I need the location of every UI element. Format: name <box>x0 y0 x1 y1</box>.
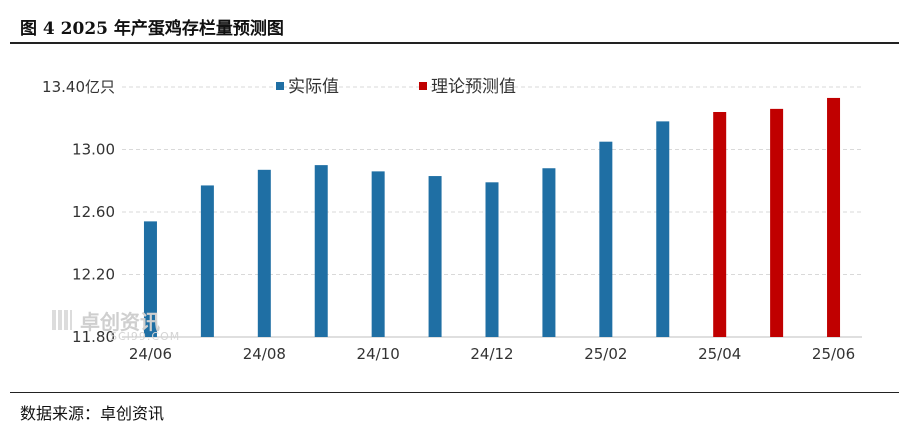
bar <box>656 121 670 337</box>
bar <box>428 176 442 337</box>
source-rule <box>10 392 899 393</box>
bar <box>770 108 784 337</box>
legend-label: 理论预测值 <box>431 77 516 97</box>
x-tick-label: 24/06 <box>129 345 172 363</box>
watermark-logo-icon <box>52 310 72 330</box>
figure-title: 图 4 2025 年产蛋鸡存栏量预测图 <box>20 19 284 39</box>
bar <box>143 221 157 337</box>
watermark-sub: SCI99.COM <box>110 330 181 343</box>
bar <box>314 165 328 337</box>
watermark-text: 卓创资讯 <box>80 310 160 334</box>
y-tick-label: 12.20 <box>72 266 115 284</box>
bar-chart: 11.80 12.20 12.60 13.00 13.40亿只 24/06 24/08 24/… <box>42 77 862 363</box>
x-tick-label: 25/02 <box>584 345 627 363</box>
x-tick-label: 24/10 <box>357 345 400 363</box>
source-note: 数据来源：卓创资讯 <box>20 404 165 423</box>
x-tick-label: 25/06 <box>812 345 855 363</box>
x-tick-label: 24/12 <box>470 345 513 363</box>
bar <box>827 97 841 337</box>
y-tick-label: 11.80 <box>72 328 115 346</box>
bar <box>542 168 556 337</box>
bar <box>257 169 271 337</box>
bar <box>713 112 727 337</box>
legend-label: 实际值 <box>288 77 339 97</box>
legend-swatch <box>419 82 427 90</box>
x-tick-label: 25/04 <box>698 345 741 363</box>
bar <box>371 171 385 337</box>
y-tick-label: 13.00 <box>72 141 115 159</box>
bar <box>485 182 499 337</box>
y-tick-label: 13.40亿只 <box>42 78 115 96</box>
x-tick-label: 24/08 <box>243 345 286 363</box>
y-tick-label: 12.60 <box>72 203 115 221</box>
bar <box>599 141 613 337</box>
legend-swatch <box>276 82 284 90</box>
title-rule <box>10 42 899 44</box>
bar <box>200 185 214 337</box>
